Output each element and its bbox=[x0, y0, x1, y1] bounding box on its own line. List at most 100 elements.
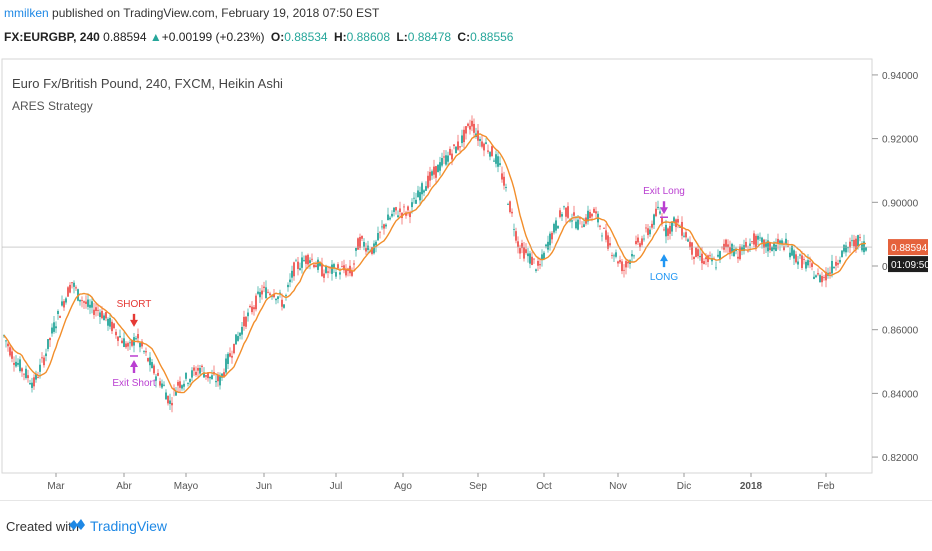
candle-body bbox=[829, 272, 831, 274]
candle-body bbox=[819, 275, 821, 283]
candle-body bbox=[431, 171, 433, 176]
close-label: C: bbox=[457, 30, 471, 44]
candle-body bbox=[317, 259, 319, 270]
candle-body bbox=[705, 257, 707, 260]
candle-body bbox=[583, 224, 585, 228]
candle-body bbox=[167, 395, 169, 404]
candle-body bbox=[505, 187, 507, 188]
candle-body bbox=[231, 355, 233, 358]
candle-body bbox=[413, 197, 415, 199]
candle-body bbox=[663, 229, 665, 231]
candle-body bbox=[293, 262, 295, 277]
candle-body bbox=[281, 299, 283, 307]
candle-body bbox=[471, 120, 473, 127]
candle-body bbox=[509, 201, 511, 213]
candle-body bbox=[9, 347, 11, 356]
candle-body bbox=[239, 332, 241, 336]
candle-body bbox=[535, 269, 537, 271]
candle-body bbox=[701, 253, 703, 264]
candle-body bbox=[171, 402, 173, 406]
candle-body bbox=[219, 376, 221, 386]
candle-body bbox=[461, 135, 463, 144]
candle-body bbox=[765, 242, 767, 248]
candle-body bbox=[513, 229, 515, 230]
candle-body bbox=[339, 272, 341, 275]
candle-body bbox=[37, 377, 39, 378]
candle-body bbox=[63, 301, 65, 308]
candle-body bbox=[11, 351, 13, 359]
candle-body bbox=[767, 240, 769, 252]
candle-body bbox=[121, 340, 123, 344]
candle-body bbox=[235, 334, 237, 345]
candle-body bbox=[201, 365, 203, 368]
candle-body bbox=[747, 251, 749, 253]
signal-arrow-up-icon bbox=[130, 359, 138, 373]
open-value: 0.88534 bbox=[284, 30, 328, 44]
candle-body bbox=[35, 373, 37, 380]
candle-body bbox=[397, 215, 399, 218]
candle-body bbox=[215, 381, 217, 383]
candle-body bbox=[671, 222, 673, 232]
candle-body bbox=[443, 156, 445, 158]
candle-body bbox=[547, 241, 549, 250]
author-link[interactable]: mmilken bbox=[4, 6, 49, 20]
candle-body bbox=[477, 130, 479, 141]
candle-body bbox=[391, 213, 393, 217]
tradingview-brand-link[interactable]: TradingView bbox=[90, 518, 168, 534]
candle-body bbox=[405, 212, 407, 216]
candle-body bbox=[451, 153, 453, 160]
candle-body bbox=[203, 372, 205, 378]
candle-body bbox=[107, 318, 109, 326]
created-with-label: Created with bbox=[6, 519, 79, 534]
candle-body bbox=[703, 261, 705, 265]
study-label[interactable]: ARES Strategy bbox=[12, 99, 93, 113]
candle-body bbox=[221, 373, 223, 378]
candle-body bbox=[621, 261, 623, 272]
candle-body bbox=[149, 357, 151, 366]
candle-body bbox=[99, 312, 101, 318]
signal-arrow-down-icon bbox=[130, 313, 138, 327]
candle-body bbox=[835, 261, 837, 266]
candle-body bbox=[687, 239, 689, 242]
candle-body bbox=[831, 260, 833, 274]
tradingview-logo-icon[interactable] bbox=[68, 515, 86, 535]
price-chart[interactable]: SHORT Exit Short Exit Long LONG 0.94000 0.92… bbox=[0, 54, 932, 500]
candle-body bbox=[345, 269, 347, 276]
signal-arrow-up-icon bbox=[660, 254, 668, 268]
x-tick-label: Mayo bbox=[174, 481, 199, 492]
candle-body bbox=[131, 340, 133, 346]
candle-body bbox=[287, 284, 289, 288]
candle-body bbox=[211, 375, 213, 380]
candle-body bbox=[43, 357, 45, 366]
candle-body bbox=[151, 362, 153, 368]
candle-body bbox=[187, 383, 189, 385]
candle-body bbox=[739, 246, 741, 260]
candle-body bbox=[445, 155, 447, 165]
candle-body bbox=[261, 290, 263, 295]
candle-body bbox=[159, 381, 161, 386]
candle-body bbox=[495, 154, 497, 164]
price-tag-text: 0.88594 bbox=[891, 243, 928, 254]
candle-body bbox=[743, 245, 745, 252]
time-axis[interactable]: Mar Abr Mayo Jun Jul Ago Sep Oct Nov Dic 2018 Feb bbox=[47, 473, 835, 492]
candle-body bbox=[789, 252, 791, 258]
candle-body bbox=[227, 353, 229, 364]
candle-body bbox=[837, 263, 839, 265]
candle-body bbox=[581, 226, 583, 228]
candle-body bbox=[441, 158, 443, 166]
candle-body bbox=[135, 338, 137, 340]
chart-area[interactable]: SHORT Exit Short Exit Long LONG 0.94000 0.92… bbox=[0, 54, 932, 500]
candle-body bbox=[145, 351, 147, 353]
candle-body bbox=[259, 292, 261, 298]
candle-body bbox=[545, 244, 547, 247]
candle-body bbox=[91, 301, 93, 308]
candle-body bbox=[177, 381, 179, 386]
candle-body bbox=[417, 190, 419, 198]
candle-body bbox=[119, 335, 121, 338]
candle-body bbox=[693, 256, 695, 260]
candle-body bbox=[217, 374, 219, 382]
candle-body bbox=[849, 241, 851, 248]
last-price-tag: 0.88594 bbox=[888, 239, 928, 256]
candle-body bbox=[39, 364, 41, 372]
candle-body bbox=[865, 247, 867, 251]
